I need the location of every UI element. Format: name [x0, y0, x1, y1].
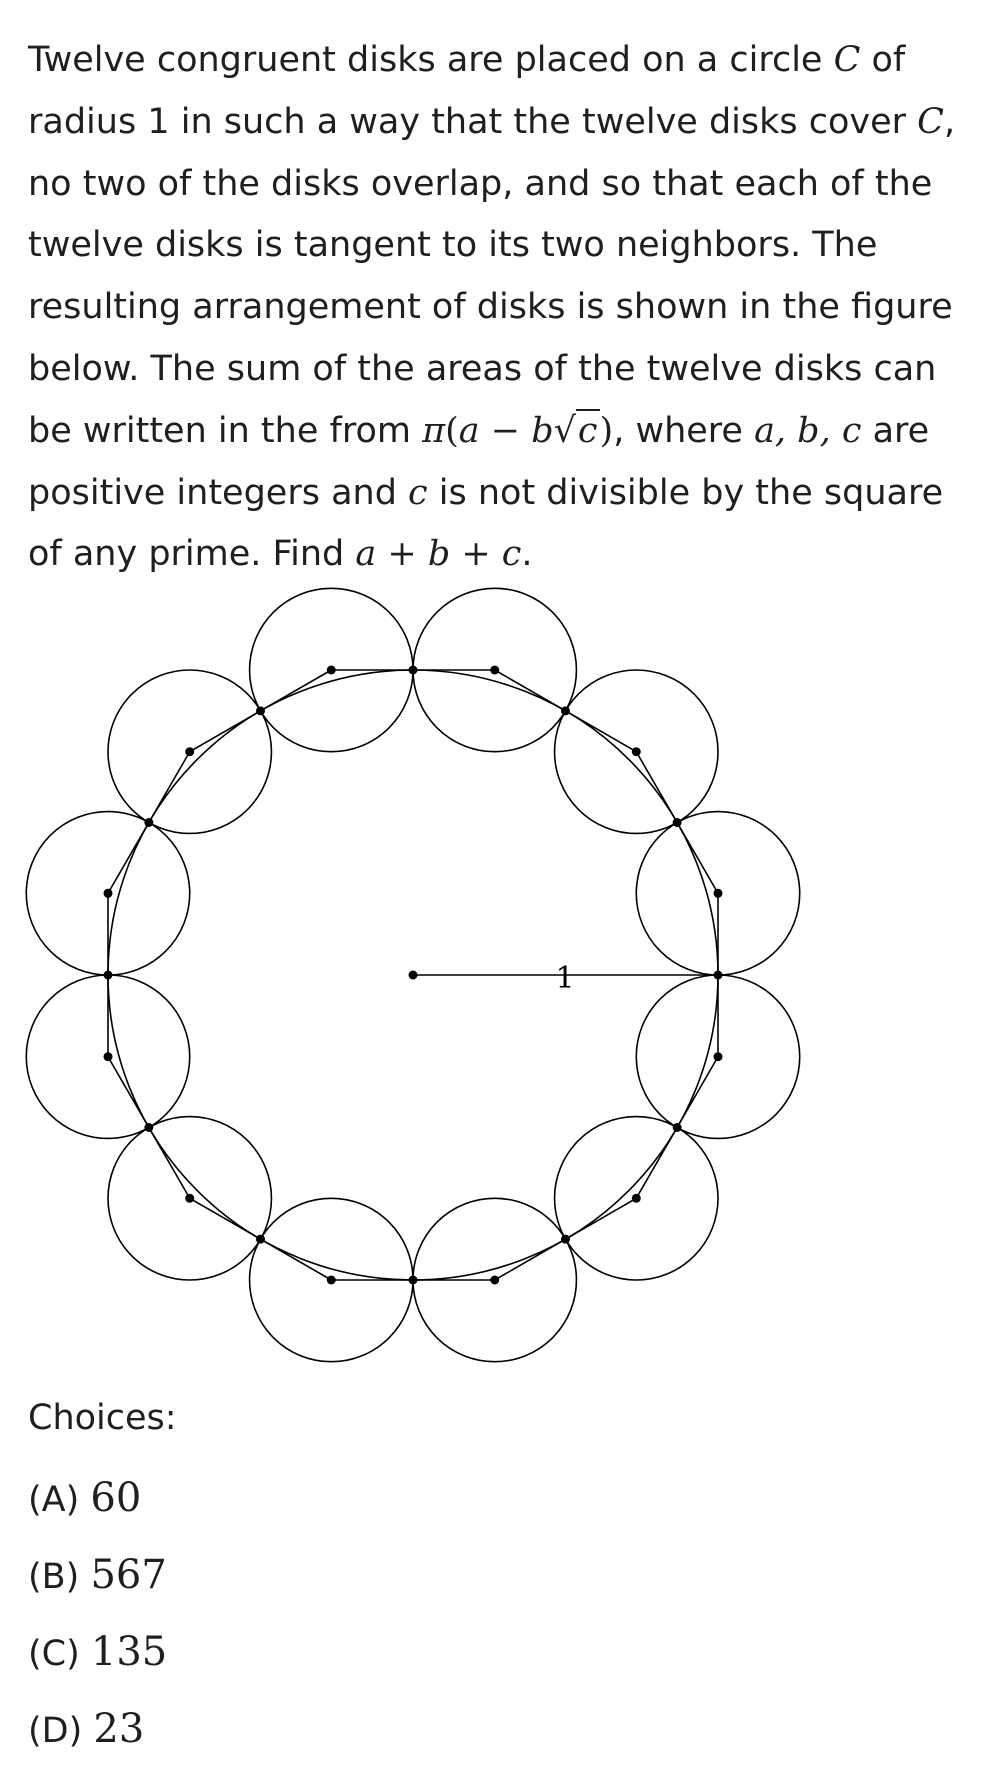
math-var-c: c	[408, 472, 428, 513]
problem-statement: Twelve congruent disks are placed on a c…	[28, 30, 973, 586]
choices-label: Choices:	[28, 1398, 177, 1438]
segments-group	[107, 669, 719, 1281]
choice-letter: (D)	[28, 1711, 94, 1751]
disk-center-point	[326, 665, 336, 675]
tangent-point	[144, 1123, 154, 1132]
problem-text: is not divisible by the square of any pr…	[28, 472, 944, 575]
choice-letter: (C)	[28, 1634, 91, 1674]
math-paren: )	[599, 410, 614, 451]
disk-center-point	[185, 1193, 195, 1203]
choice-d[interactable]: (D) 23	[28, 1691, 167, 1768]
disk-center-point	[631, 1193, 641, 1203]
disk-center-point	[490, 665, 500, 675]
math-var-a: a	[458, 410, 480, 451]
choice-value: 23	[93, 1706, 145, 1752]
problem-text: are positive integers and	[28, 410, 930, 513]
tangent-point	[144, 818, 154, 827]
choice-letter: (A)	[28, 1480, 91, 1520]
disk-center-point	[185, 747, 195, 757]
segment	[494, 1238, 566, 1281]
math-var-C: C	[917, 101, 944, 142]
math-radical: √	[553, 410, 576, 451]
choice-value: 567	[90, 1552, 167, 1598]
tangent-point	[103, 970, 113, 980]
math-sum: a + b + c	[355, 534, 522, 575]
problem-text: .	[521, 534, 533, 575]
disk-center-point	[713, 1052, 723, 1062]
tangent-point	[672, 1123, 682, 1132]
disk-center-point	[631, 747, 641, 757]
tangent-point	[713, 970, 723, 980]
tangent-point	[672, 818, 682, 827]
math-var-b: b	[531, 410, 554, 451]
choice-value: 135	[90, 1629, 168, 1675]
segment	[676, 822, 719, 894]
segment	[260, 669, 332, 712]
disk	[553, 1115, 719, 1281]
segment	[565, 1197, 637, 1240]
disks-figure: 1	[25, 587, 801, 1363]
problem-text: Twelve congruent disks are placed on a c…	[28, 40, 834, 80]
math-minus: −	[479, 410, 532, 451]
segment	[676, 1056, 719, 1128]
disk-center-point	[103, 888, 113, 898]
segment	[635, 1127, 678, 1199]
tangent-point	[408, 665, 418, 675]
disk	[107, 1115, 273, 1281]
disk-center-point	[490, 1275, 500, 1285]
disk	[107, 669, 273, 835]
segment	[565, 710, 637, 753]
tangent-point	[256, 706, 265, 716]
choices-list: (A) 60 (B) 567 (C) 135 (D) 23	[28, 1460, 167, 1768]
segment	[494, 669, 566, 712]
points-group	[103, 665, 723, 1285]
problem-text: , where	[613, 410, 755, 451]
choice-b[interactable]: (B) 567	[28, 1537, 167, 1614]
tangent-point	[561, 706, 570, 716]
tangent-point	[256, 1234, 265, 1244]
math-var-C: C	[833, 40, 861, 80]
problem-text: , no two of the disks overlap, and so th…	[28, 101, 956, 451]
segment	[148, 751, 191, 823]
choice-value: 60	[90, 1475, 142, 1521]
problem-text: of radius 1 in such a way that the twelv…	[28, 40, 918, 142]
choice-letter: (B)	[28, 1557, 91, 1597]
disk-center-point	[713, 888, 723, 898]
choice-a[interactable]: (A) 60	[28, 1460, 167, 1537]
disk	[553, 669, 719, 835]
radius-label: 1	[555, 961, 574, 996]
disk-center-point	[326, 1275, 336, 1285]
math-paren: (	[445, 410, 459, 451]
disk-center-point	[103, 1052, 113, 1062]
math-pi: π	[422, 410, 446, 451]
math-var-c: c	[575, 408, 600, 451]
math-vars: a, b, c	[754, 410, 862, 451]
segment	[107, 822, 150, 894]
segment	[260, 1238, 332, 1281]
segment	[189, 1197, 261, 1240]
segment	[189, 710, 261, 753]
segment	[635, 751, 678, 823]
center-point	[408, 970, 418, 980]
tangent-point	[561, 1234, 570, 1244]
tangent-point	[408, 1275, 418, 1285]
segment	[107, 1056, 150, 1128]
segment	[148, 1127, 191, 1199]
choice-c[interactable]: (C) 135	[28, 1614, 167, 1691]
